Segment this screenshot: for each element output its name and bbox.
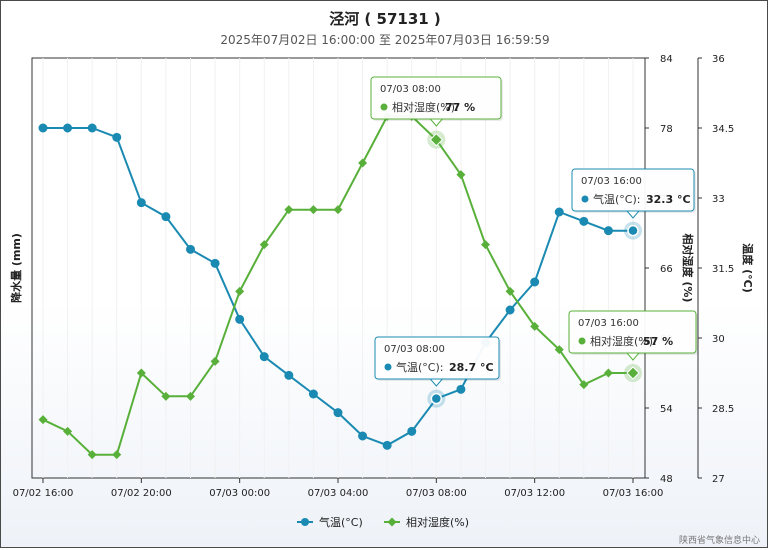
- data-point[interactable]: [210, 258, 220, 268]
- data-point[interactable]: [308, 205, 318, 215]
- temperature-tick-label: 31.5: [712, 264, 734, 275]
- data-point[interactable]: [63, 123, 73, 133]
- legend-label-humidity: 相对湿度(%): [406, 515, 469, 529]
- precipitation-axis-title: 降水量 (mm): [9, 233, 23, 303]
- data-point[interactable]: [530, 321, 540, 331]
- tooltip-pointer: [429, 118, 444, 127]
- tooltip-label: 相对湿度(%):: [590, 334, 657, 348]
- credit-text: 陕西省气象信息中心: [678, 536, 760, 546]
- data-point[interactable]: [112, 132, 122, 142]
- data-point[interactable]: [161, 391, 171, 401]
- data-point[interactable]: [87, 450, 97, 460]
- chart-subtitle: 2025年07月02日 16:00:00 至 2025年07月03日 16:59…: [220, 33, 550, 47]
- data-point[interactable]: [554, 345, 564, 355]
- tooltip-marker: [380, 103, 388, 111]
- temperature-tick-label: 34.5: [712, 124, 734, 135]
- legend-label-temperature: 气温(°C): [319, 515, 363, 529]
- tooltip-label: 相对湿度(%):: [392, 100, 459, 114]
- legend-marker-temperature[interactable]: [301, 518, 309, 526]
- data-point[interactable]: [382, 440, 392, 450]
- x-tick-label: 07/03 08:00: [406, 488, 467, 499]
- data-point[interactable]: [308, 389, 318, 399]
- temperature-tick-label: 28.5: [712, 404, 734, 415]
- temperature-axis-title: 温度 (°C): [741, 243, 755, 292]
- data-point[interactable]: [333, 205, 343, 215]
- humidity-tick-label: 54: [660, 404, 673, 415]
- x-tick-label: 07/03 12:00: [504, 488, 565, 499]
- x-tick-label: 07/03 16:00: [603, 488, 664, 499]
- data-point[interactable]: [235, 286, 245, 296]
- temperature-tick-label: 30: [712, 334, 725, 345]
- highlight-point[interactable]: [627, 224, 639, 237]
- data-point[interactable]: [579, 216, 589, 226]
- data-point[interactable]: [259, 240, 269, 250]
- data-point[interactable]: [554, 207, 564, 217]
- data-point[interactable]: [235, 314, 245, 324]
- x-tick-label: 07/03 00:00: [209, 488, 270, 499]
- data-point[interactable]: [481, 240, 490, 250]
- data-point[interactable]: [186, 244, 195, 254]
- data-point[interactable]: [456, 170, 466, 180]
- tooltip-label: 气温(°C):: [396, 360, 443, 374]
- tooltip-pointer: [429, 378, 444, 387]
- highlight-point[interactable]: [429, 132, 444, 147]
- data-point[interactable]: [333, 408, 343, 418]
- x-tick-label: 07/02 16:00: [13, 488, 74, 499]
- data-point[interactable]: [358, 158, 368, 168]
- tooltip-time: 07/03 08:00: [380, 84, 441, 95]
- humidity-tick-label: 78: [660, 124, 673, 135]
- data-point[interactable]: [186, 391, 195, 401]
- data-point[interactable]: [259, 352, 269, 362]
- humidity-tick-label: 84: [660, 54, 673, 65]
- humidity-tick-label: 48: [660, 474, 673, 485]
- data-point[interactable]: [284, 205, 294, 215]
- highlight-point[interactable]: [626, 366, 640, 380]
- tooltip-time: 07/03 16:00: [578, 318, 639, 329]
- data-point[interactable]: [136, 368, 146, 378]
- tooltip-value: 57 %: [643, 335, 673, 348]
- tooltip-value: 77 %: [445, 101, 475, 114]
- tooltip-value: 32.3 °C: [646, 193, 691, 206]
- data-point[interactable]: [210, 356, 220, 366]
- data-point[interactable]: [38, 415, 48, 425]
- tooltip-label: 气温(°C):: [593, 192, 640, 206]
- data-point[interactable]: [530, 277, 540, 287]
- tooltip-time: 07/03 08:00: [384, 344, 445, 355]
- temperature-tick-label: 36: [712, 54, 725, 65]
- data-point[interactable]: [603, 368, 613, 378]
- data-point[interactable]: [407, 426, 417, 436]
- tooltip-time: 07/03 16:00: [581, 176, 642, 187]
- data-point[interactable]: [136, 198, 146, 208]
- tooltip-value: 28.7 °C: [449, 361, 494, 374]
- legend-marker-humidity[interactable]: [387, 517, 397, 527]
- x-tick-label: 07/02 20:00: [111, 488, 172, 499]
- humidity-tick-label: 66: [660, 264, 673, 275]
- data-point[interactable]: [579, 380, 589, 390]
- data-point[interactable]: [603, 226, 613, 236]
- data-point[interactable]: [63, 426, 73, 436]
- data-point[interactable]: [505, 286, 515, 296]
- x-tick-label: 07/03 04:00: [308, 488, 369, 499]
- tooltip-marker: [384, 363, 392, 371]
- tooltip-marker: [578, 337, 586, 345]
- data-point[interactable]: [87, 123, 97, 133]
- data-point[interactable]: [456, 384, 466, 394]
- temperature-tick-label: 33: [712, 194, 725, 205]
- tooltip-pointer: [625, 352, 641, 361]
- data-point[interactable]: [161, 212, 171, 222]
- data-point[interactable]: [284, 370, 294, 380]
- tooltip-pointer: [625, 210, 641, 219]
- temperature-tick-label: 27: [712, 474, 725, 485]
- data-point[interactable]: [358, 431, 368, 441]
- data-point[interactable]: [38, 123, 48, 133]
- highlight-point[interactable]: [430, 392, 443, 405]
- tooltip-marker: [581, 195, 589, 203]
- data-point[interactable]: [112, 450, 122, 460]
- chart-title: 泾河 ( 57131 ): [329, 10, 441, 28]
- humidity-axis-title: 相对湿度 (%): [681, 234, 695, 303]
- data-point[interactable]: [505, 305, 515, 315]
